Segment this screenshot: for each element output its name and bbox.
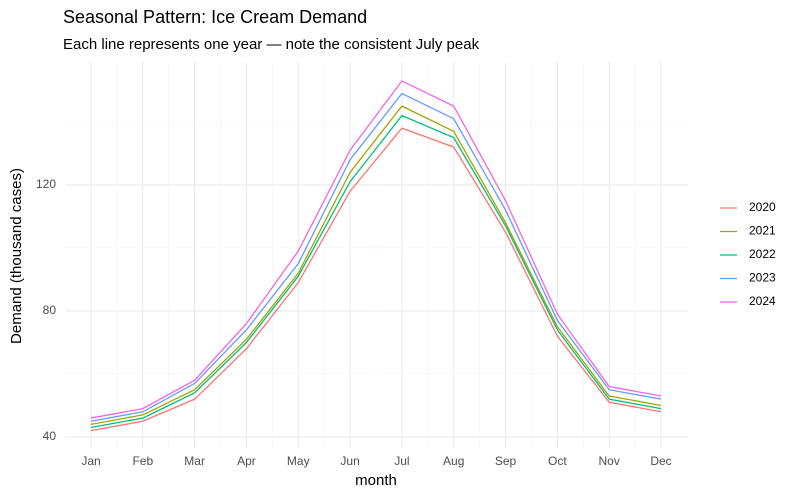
x-tick-label: Jul (394, 454, 409, 468)
legend-label: 2020 (749, 200, 776, 214)
x-tick-label: Aug (443, 454, 464, 468)
x-tick-label: Jan (81, 454, 100, 468)
x-axis-label: month (355, 472, 397, 489)
y-axis-label: Demand (thousand cases) (8, 168, 25, 344)
x-tick-label: Sep (495, 454, 517, 468)
x-tick-label: Apr (237, 454, 256, 468)
series-line (90, 80, 662, 419)
legend-label: 2022 (749, 247, 776, 261)
chart-subtitle: Each line represents one year — note the… (63, 36, 480, 53)
series-line (90, 92, 662, 422)
x-tick-label: Nov (599, 454, 620, 468)
x-tick-label: Jun (340, 454, 359, 468)
x-tick-label: Feb (132, 454, 153, 468)
x-tick-label: Oct (548, 454, 567, 468)
legend-label: 2023 (749, 271, 776, 285)
y-tick-label: 80 (43, 303, 57, 317)
x-tick-label: May (287, 454, 310, 468)
series-line (90, 114, 662, 429)
series-line (90, 105, 662, 426)
legend-label: 2021 (749, 224, 776, 238)
legend-label: 2024 (749, 294, 776, 308)
y-tick-label: 40 (43, 429, 57, 443)
series-line (90, 127, 662, 432)
y-tick-label: 120 (36, 177, 56, 191)
chart-title: Seasonal Pattern: Ice Cream Demand (63, 7, 367, 27)
x-tick-label: Dec (650, 454, 671, 468)
x-tick-label: Mar (184, 454, 205, 468)
